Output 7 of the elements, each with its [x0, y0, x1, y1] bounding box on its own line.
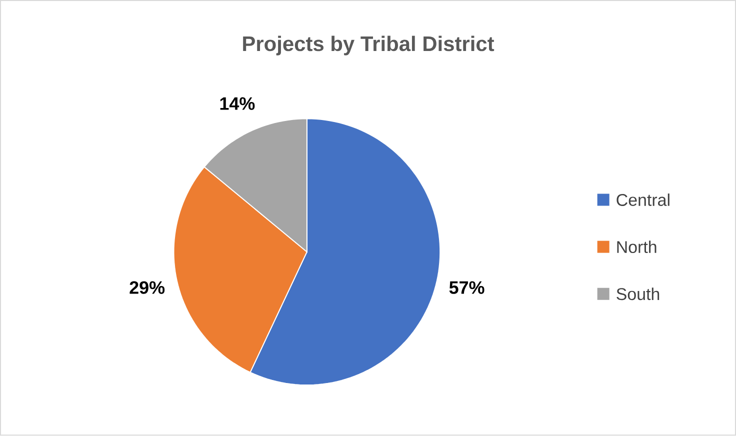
data-label: 14% — [220, 97, 255, 110]
legend-label: Central — [616, 194, 670, 206]
chart-title: Projects by Tribal District — [243, 36, 494, 56]
legend-label: North — [617, 240, 656, 254]
data-label: 57% — [449, 281, 484, 294]
data-label: 29% — [130, 281, 165, 294]
legend-label: South — [616, 288, 660, 300]
